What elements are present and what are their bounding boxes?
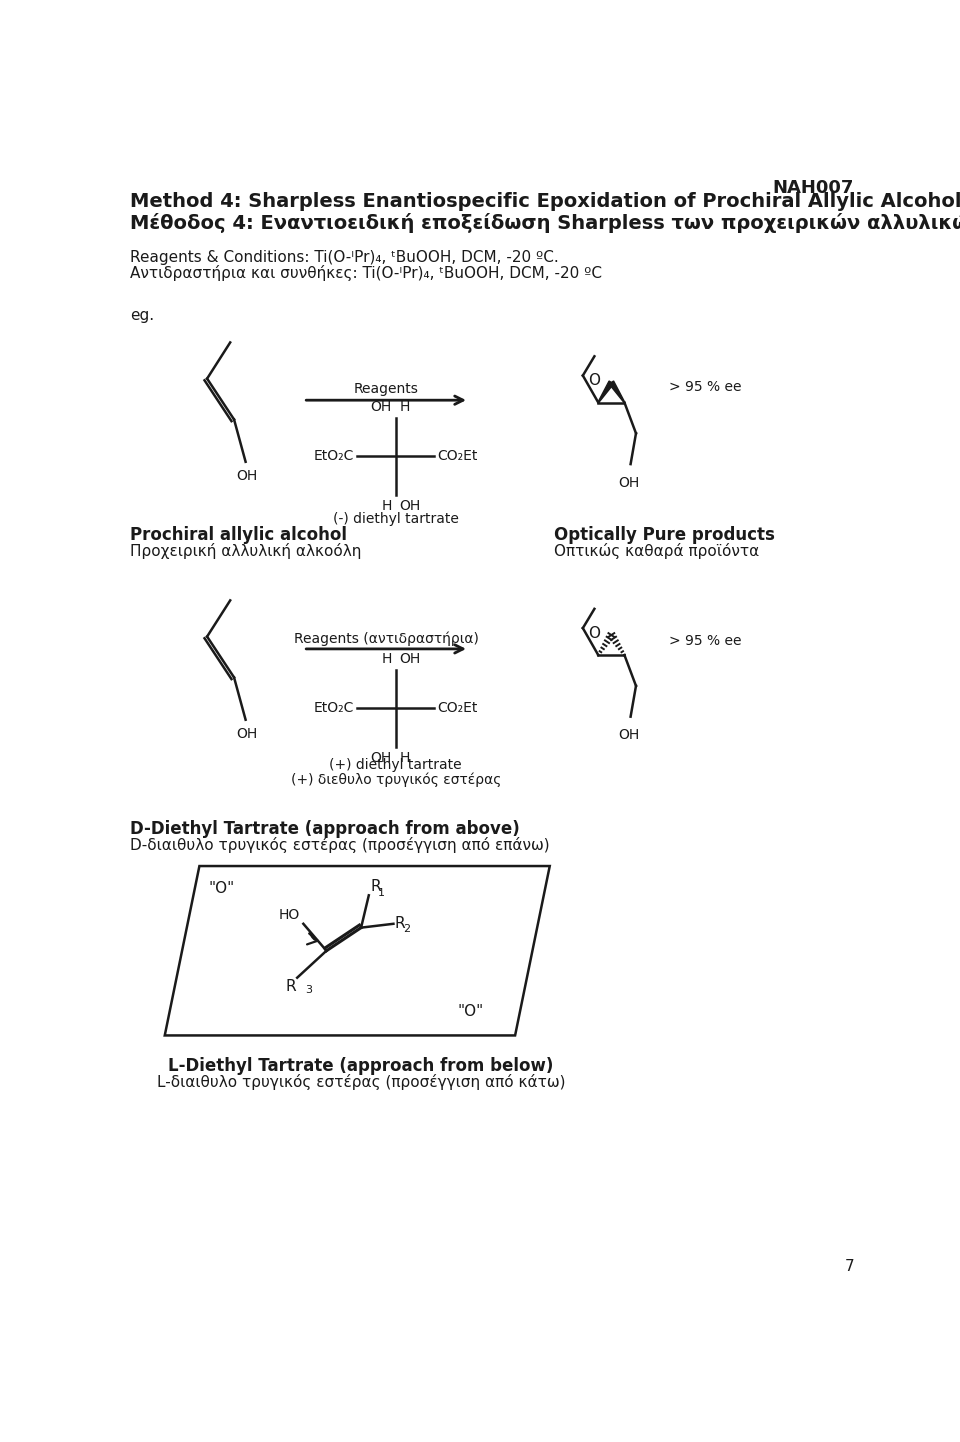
Text: R: R	[371, 878, 381, 894]
Text: (-) diethyl tartrate: (-) diethyl tartrate	[333, 512, 459, 526]
Text: H: H	[381, 499, 392, 513]
Text: (+) diethyl tartrate: (+) diethyl tartrate	[329, 758, 462, 773]
Text: Προχειρική αλλυλική αλκοόλη: Προχειρική αλλυλική αλκοόλη	[131, 542, 362, 558]
Text: "O": "O"	[457, 1004, 484, 1018]
Text: Reagents: Reagents	[353, 382, 419, 397]
Text: NAH007: NAH007	[773, 179, 853, 198]
Text: O: O	[588, 373, 601, 388]
Text: O: O	[588, 626, 601, 642]
Text: OH: OH	[399, 499, 420, 513]
Text: Οπτικώς καθαρά προϊόντα: Οπτικώς καθαρά προϊόντα	[554, 542, 758, 558]
Text: R: R	[395, 916, 406, 932]
Text: D-διαιθυλο τρυγικός εστέρας (προσέγγιση από επάνω): D-διαιθυλο τρυγικός εστέρας (προσέγγιση …	[131, 836, 550, 852]
Text: EtO₂C: EtO₂C	[314, 701, 354, 715]
Text: 3: 3	[305, 985, 312, 995]
Text: OH: OH	[371, 750, 392, 764]
Text: > 95 % ee: > 95 % ee	[669, 634, 741, 649]
Text: Reagents (αντιδραστήρια): Reagents (αντιδραστήρια)	[294, 632, 479, 646]
Polygon shape	[609, 381, 625, 402]
Text: OH: OH	[618, 476, 639, 490]
Text: 2: 2	[403, 924, 411, 934]
Text: OH: OH	[618, 728, 639, 743]
Text: Optically Pure products: Optically Pure products	[554, 526, 775, 544]
Text: Prochiral allylic alcohol: Prochiral allylic alcohol	[131, 526, 348, 544]
Text: H: H	[399, 399, 410, 414]
Text: H: H	[381, 652, 392, 666]
Polygon shape	[598, 381, 613, 402]
Text: EtO₂C: EtO₂C	[314, 450, 354, 463]
Text: 7: 7	[844, 1259, 853, 1275]
Text: L-Diethyl Tartrate (approach from below): L-Diethyl Tartrate (approach from below)	[168, 1057, 554, 1074]
Text: Reagents & Conditions: Ti(O-ᴵPr)₄, ᵗBuOOH, DCM, -20 ºC.: Reagents & Conditions: Ti(O-ᴵPr)₄, ᵗBuOO…	[131, 249, 559, 265]
Text: OH: OH	[236, 727, 258, 741]
Text: CO₂Et: CO₂Et	[438, 701, 478, 715]
Text: R: R	[285, 979, 296, 994]
Text: D-Diethyl Tartrate (approach from above): D-Diethyl Tartrate (approach from above)	[131, 820, 520, 838]
Text: OH: OH	[236, 470, 258, 483]
Text: CO₂Et: CO₂Et	[438, 450, 478, 463]
FancyArrowPatch shape	[307, 933, 318, 945]
Text: OH: OH	[371, 399, 392, 414]
Text: OH: OH	[399, 652, 420, 666]
Text: H: H	[399, 750, 410, 764]
Text: > 95 % ee: > 95 % ee	[669, 381, 741, 394]
Text: L-διαιθυλο τρυγικός εστέρας (προσέγγιση από κάτω): L-διαιθυλο τρυγικός εστέρας (προσέγγιση …	[156, 1074, 565, 1090]
Text: eg.: eg.	[131, 307, 155, 323]
Text: (+) διεθυλο τρυγικός εστέρας: (+) διεθυλο τρυγικός εστέρας	[291, 771, 501, 786]
Text: Μέθοδος 4: Εναντιοειδική εποξείδωση Sharpless των προχειρικών αλλυλικών αλκοολών: Μέθοδος 4: Εναντιοειδική εποξείδωση Shar…	[131, 213, 960, 234]
Text: Αντιδραστήρια και συνθήκες: Ti(O-ᴵPr)₄, ᵗBuOOH, DCM, -20 ºC: Αντιδραστήρια και συνθήκες: Ti(O-ᴵPr)₄, …	[131, 265, 602, 281]
Text: 1: 1	[378, 888, 385, 898]
Text: HO: HO	[279, 908, 300, 923]
Text: Method 4: Sharpless Enantiospecific Epoxidation of Prochiral Allylic Alcohols: Method 4: Sharpless Enantiospecific Epox…	[131, 192, 960, 212]
Text: "O": "O"	[208, 881, 235, 897]
